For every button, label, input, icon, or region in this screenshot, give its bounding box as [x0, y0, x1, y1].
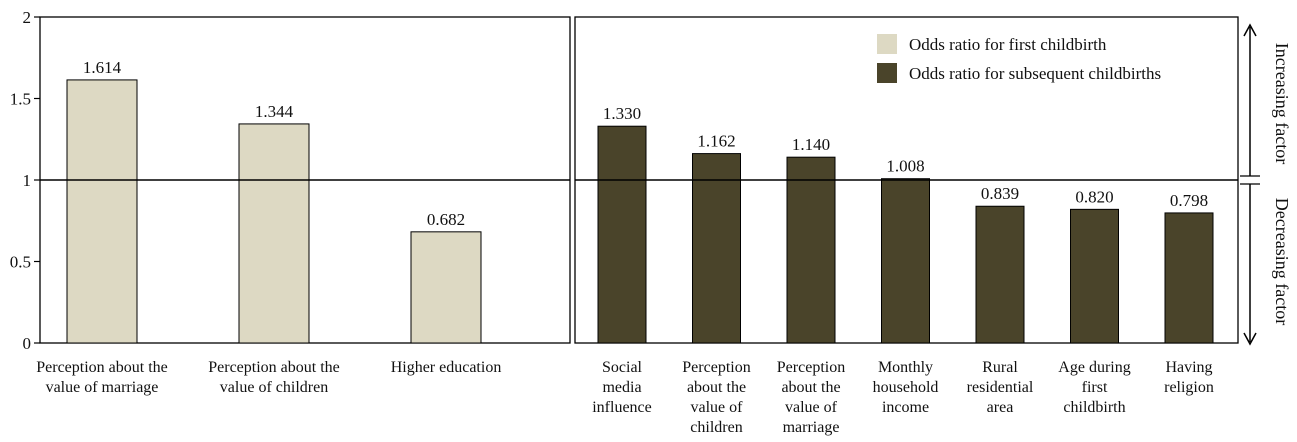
bar	[692, 153, 741, 344]
down-arrow-icon	[1243, 332, 1257, 346]
category-label: Perception about the value of marriage	[36, 359, 168, 396]
legend: Odds ratio for first childbirth Odds rati…	[877, 34, 1161, 83]
category-label: Perception about the value of children	[682, 359, 750, 436]
labels: 1.614 Perception about the value of marria…	[36, 58, 1214, 436]
legend-swatch	[877, 34, 897, 54]
legend-label: Odds ratio for first childbirth	[909, 35, 1107, 54]
data-label: 1.344	[255, 102, 294, 121]
data-label: 1.140	[792, 135, 830, 154]
y-tick-label: 0.5	[10, 253, 31, 272]
bar	[238, 123, 310, 344]
bar	[1070, 208, 1119, 344]
y-tick-label: 1.5	[10, 90, 31, 109]
bar	[410, 231, 482, 344]
bar	[881, 178, 930, 344]
category-label: Age during first childbirth	[1058, 359, 1130, 416]
legend-swatch	[877, 63, 897, 83]
data-label: 0.839	[981, 184, 1019, 203]
category-label: Perception about the value of marriage	[777, 359, 845, 436]
data-label: 1.614	[83, 58, 122, 77]
bar	[975, 205, 1025, 344]
side-annotations: Increasing factor Decreasing factor	[1240, 23, 1292, 346]
data-label: 0.820	[1075, 187, 1113, 206]
category-label: Monthly household income	[873, 359, 939, 416]
legend-label: Odds ratio for subsequent childbirths	[909, 64, 1161, 83]
bar	[1164, 212, 1214, 344]
data-label: 1.330	[603, 104, 641, 123]
bars	[66, 79, 1214, 344]
decreasing-factor-label: Decreasing factor	[1272, 198, 1292, 325]
bar	[786, 156, 836, 344]
y-tick-label: 1	[23, 171, 32, 190]
data-label: 0.798	[1170, 191, 1208, 210]
bar	[597, 125, 647, 344]
up-arrow-icon	[1243, 23, 1257, 37]
category-label: Social media influence	[592, 359, 652, 416]
y-axis: 0 0.5 1 1.5 2	[10, 8, 40, 353]
increasing-factor-label: Increasing factor	[1272, 43, 1292, 164]
category-label: Perception about the value of children	[208, 359, 340, 396]
data-label: 0.682	[427, 210, 465, 229]
category-label: Higher education	[391, 359, 502, 376]
data-label: 1.008	[886, 157, 924, 176]
data-label: 1.162	[697, 132, 735, 151]
y-tick-label: 0	[23, 334, 32, 353]
y-tick-label: 2	[23, 8, 32, 27]
category-label: Having religion	[1164, 359, 1214, 396]
bar	[66, 79, 138, 344]
category-label: Rural residential area	[967, 359, 1034, 416]
